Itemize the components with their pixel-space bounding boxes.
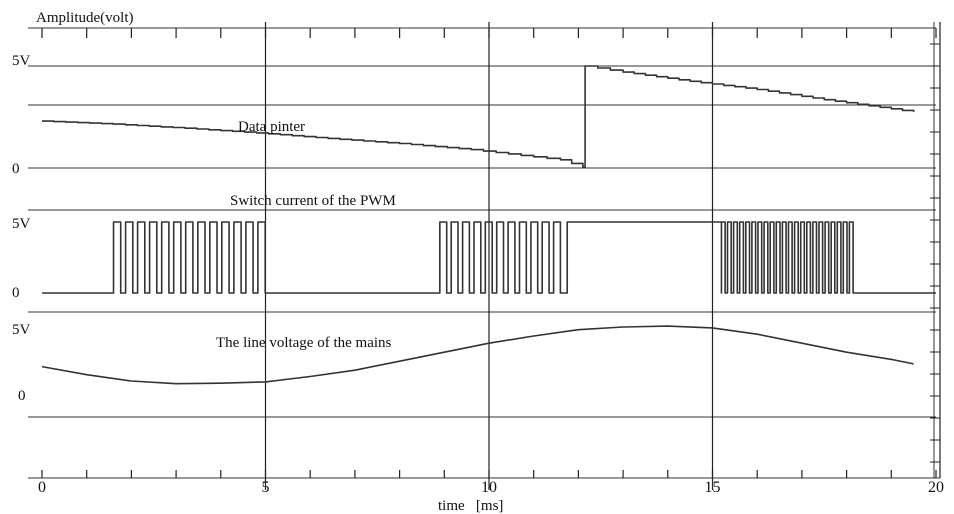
level-label-5v-3: 5V bbox=[12, 322, 31, 338]
grid-lines bbox=[28, 22, 936, 490]
traces bbox=[41, 65, 936, 385]
x-tick-label: 5 bbox=[262, 479, 270, 496]
series-label-line-voltage: The line voltage of the mains bbox=[216, 335, 392, 351]
level-label-0-2: 0 bbox=[12, 285, 20, 301]
x-tick-label: 20 bbox=[928, 479, 944, 496]
series-label-data-pinter: Data pinter bbox=[238, 119, 305, 135]
trace-data-pinter bbox=[42, 65, 915, 168]
x-tick-label: 10 bbox=[481, 479, 497, 496]
x-tick-label: 0 bbox=[38, 479, 46, 496]
level-label-5v-1: 5V bbox=[12, 53, 31, 69]
trace-line-voltage bbox=[41, 325, 914, 385]
axis-ticks: 0 5 10 15 20 bbox=[38, 28, 944, 496]
x-tick-label: 15 bbox=[705, 479, 721, 496]
level-label-0-3: 0 bbox=[18, 388, 26, 404]
series-label-switch-current: Switch current of the PWM bbox=[230, 193, 396, 209]
plot-frame bbox=[28, 22, 941, 479]
text-labels: Amplitude(volt) time [ms] Data pinter Sw… bbox=[12, 10, 503, 514]
x-axis-label: time [ms] bbox=[438, 498, 503, 514]
y-axis-label: Amplitude(volt) bbox=[36, 10, 134, 26]
level-label-5v-2: 5V bbox=[12, 216, 31, 232]
level-label-0-1: 0 bbox=[12, 161, 20, 177]
trace-switch-current bbox=[42, 221, 936, 294]
